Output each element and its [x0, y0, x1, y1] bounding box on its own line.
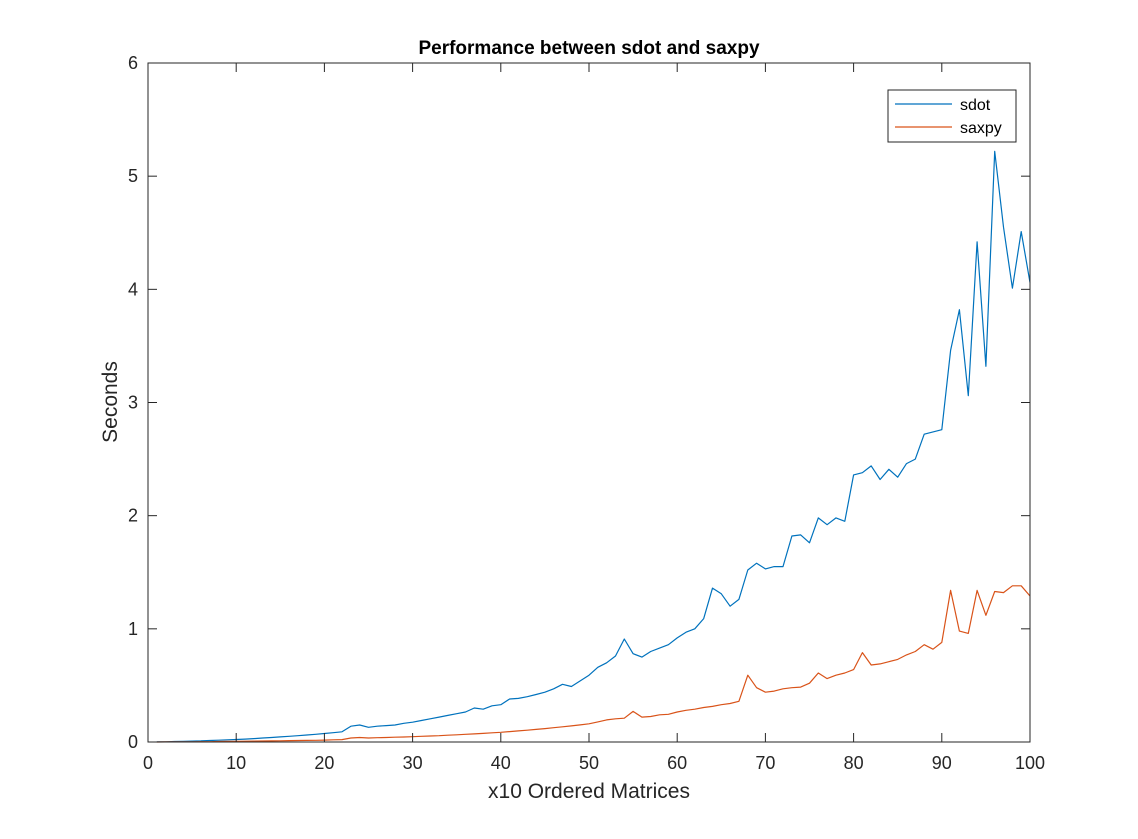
x-tick-label: 60	[667, 753, 687, 773]
y-axis: 0 1 2 3 4 5 6	[128, 53, 1030, 752]
legend: sdot saxpy	[887, 89, 1017, 143]
y-axis-label: Seconds	[99, 361, 122, 443]
y-tick-label: 3	[128, 393, 138, 413]
x-tick-label: 80	[844, 753, 864, 773]
x-tick-label: 10	[226, 753, 246, 773]
y-tick-label: 4	[128, 279, 138, 299]
x-tick-label: 20	[314, 753, 334, 773]
legend-box	[887, 89, 1017, 143]
legend-entry-saxpy: saxpy	[960, 120, 1002, 137]
x-tick-label: 90	[932, 753, 952, 773]
x-tick-label: 100	[1015, 753, 1045, 773]
x-axis-label: x10 Ordered Matrices	[488, 780, 690, 803]
chart-title: Performance between sdot and saxpy	[418, 38, 759, 59]
y-tick-label: 5	[128, 166, 138, 186]
x-tick-label: 0	[143, 753, 153, 773]
y-tick-label: 6	[128, 53, 138, 73]
legend-entry-sdot: sdot	[960, 97, 991, 114]
series-line-saxpy	[156, 585, 1031, 743]
x-tick-label: 50	[579, 753, 599, 773]
x-tick-label: 40	[491, 753, 511, 773]
y-tick-label: 2	[128, 506, 138, 526]
series-layer	[156, 150, 1031, 743]
x-axis: 0 10 20 30 40 50 60 70 80 90 100	[143, 63, 1045, 773]
x-tick-label: 30	[403, 753, 423, 773]
y-tick-label: 1	[128, 619, 138, 639]
x-tick-label: 70	[755, 753, 775, 773]
y-tick-label: 0	[128, 732, 138, 752]
series-line-sdot	[156, 150, 1031, 743]
